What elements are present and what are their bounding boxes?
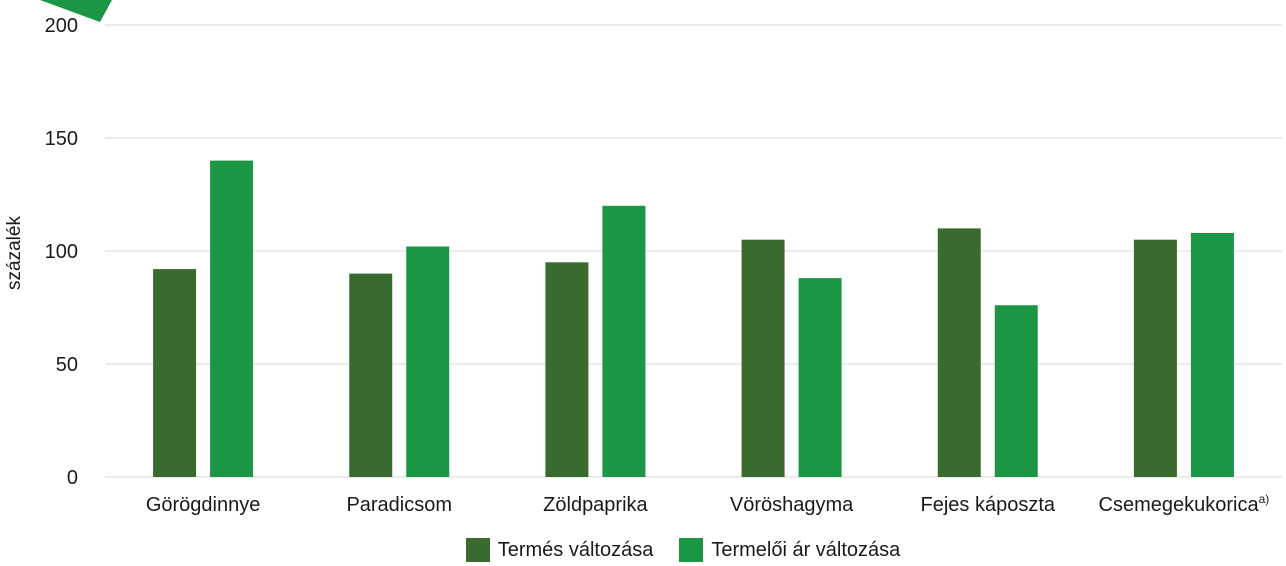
legend-swatch (465, 538, 490, 562)
x-category-label: Vöröshagyma (730, 494, 854, 516)
legend: Termés változása Termelői ár változása (0, 538, 1286, 562)
bar-termes-1 (349, 273, 393, 477)
bar-termeloi-ar-1 (406, 246, 450, 477)
legend-item-series-1: Termés változása (465, 538, 654, 562)
legend-label: Termelői ár változása (711, 538, 901, 561)
bar-termes-3 (741, 239, 785, 477)
y-tick-label: 150 (45, 128, 78, 150)
bar-termes-2 (545, 262, 589, 477)
bar-termes-4 (937, 228, 981, 477)
bar-chart: 0 50 100 150 200 százalék Görögdinnye Paradic… (4, 0, 1282, 516)
y-tick-label: 50 (56, 354, 78, 376)
bar-termeloi-ar-0 (210, 160, 254, 477)
y-axis-label: százalék (4, 216, 25, 290)
y-tick-label: 0 (67, 467, 78, 489)
x-category-label: Fejes káposzta (920, 494, 1055, 516)
x-category-label: Csemegekukoricaa) (1099, 492, 1270, 516)
bar-termes-0 (153, 269, 197, 477)
bar-termeloi-ar-4 (994, 305, 1038, 477)
y-tick-label: 100 (45, 241, 78, 263)
footnote-marker: a) (1259, 492, 1270, 506)
x-category-label: Görögdinnye (146, 494, 261, 516)
corner-decoration (40, 0, 112, 22)
bar-termeloi-ar-5 (1190, 232, 1234, 477)
x-category-label: Zöldpaprika (543, 494, 648, 516)
y-tick-label: 200 (45, 15, 78, 37)
legend-label: Termés változása (497, 538, 654, 561)
bar-termeloi-ar-3 (798, 278, 842, 477)
legend-item-series-2: Termelői ár változása (679, 538, 900, 562)
x-category-label: Paradicsom (346, 494, 452, 516)
bar-termeloi-ar-2 (602, 205, 646, 478)
bar-termes-5 (1133, 239, 1177, 477)
legend-swatch (679, 538, 704, 562)
